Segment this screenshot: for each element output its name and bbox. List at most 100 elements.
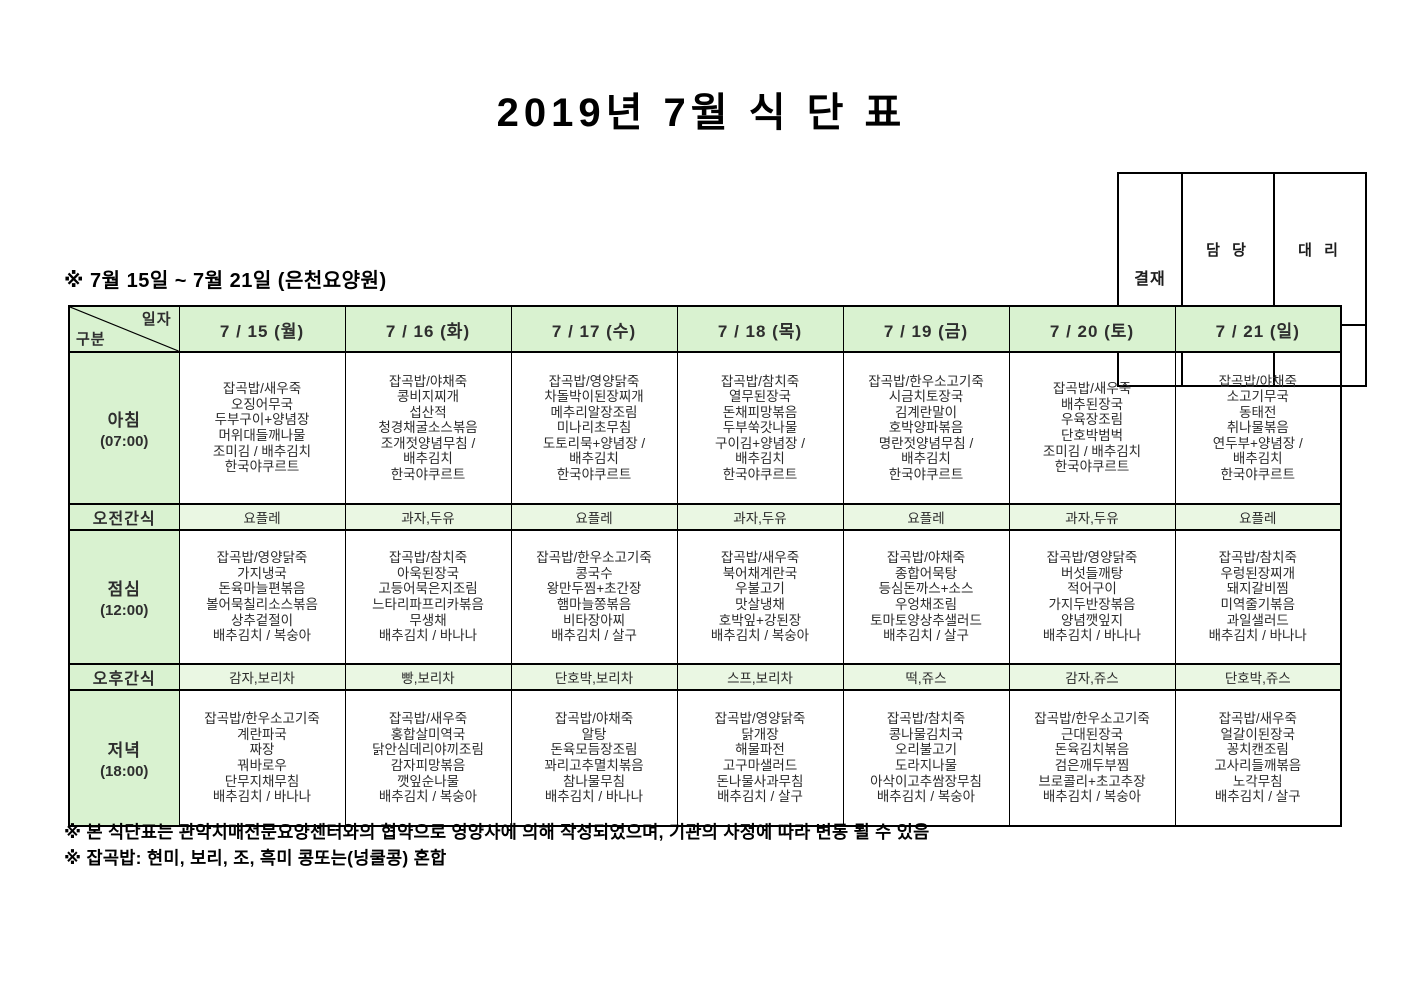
menu-item: 감자피망볶음 <box>390 758 466 773</box>
menu-item: 닭안심데리야끼조림 <box>372 742 484 758</box>
row-label-time: (07:00) <box>100 433 149 450</box>
menu-body: 아침 (07:00) 잡곡밥/새우죽 오징어무국 두부구이+양념장 머위대들깨나물 조미김 … <box>68 351 1342 827</box>
snack-cell: 단호박,보리차 <box>510 663 678 691</box>
menu-item: 가지냉국 <box>237 565 287 581</box>
page-title: 2019년 7월 식 단 표 <box>496 91 907 135</box>
menu-item: 잡곡밥/참치죽 <box>388 550 468 566</box>
diagonal-line <box>70 307 179 351</box>
snack-cell: 과자,두유 <box>676 503 844 531</box>
menu-item: 조개젓양념무침 / <box>380 435 476 451</box>
menu-item: 버섯들깨탕 <box>1060 565 1124 581</box>
menu-item: 오징어무국 <box>230 396 294 412</box>
menu-item: 두부구이+양념장 <box>214 412 310 428</box>
menu-item: 얼갈이된장국 <box>1220 726 1296 742</box>
menu-item: 잡곡밥/한우소고기죽 <box>868 373 984 389</box>
meal-cell-content: 잡곡밥/영양닭죽 버섯들깨탕 적어구이 가지두반장볶음 양념깻잎지 배추김치 / 바나나 <box>1010 548 1175 645</box>
meal-cell: 잡곡밥/한우소고기죽 근대된장국 돈육김치볶음 검은깨두부찜 브로콜리+초고추장 배추김치… <box>1008 689 1176 827</box>
menu-item: 우불고기 <box>735 581 785 597</box>
row-label-text: 오전간식 <box>92 511 156 528</box>
menu-item: 한국야쿠르트 <box>224 459 300 475</box>
corner-cell: 일자 구분 <box>68 305 180 353</box>
meal-cell: 잡곡밥/한우소고기죽 콩국수 왕만두찜+초간장 햄마늘쫑볶음 비타장아찌 배추김치 / 살… <box>510 529 678 665</box>
menu-item: 한국야쿠르트 <box>390 466 466 482</box>
meal-cell-content: 잡곡밥/야채죽 콩비지찌개 섭산적 청경채굴소스볶음 조개젓양념무침 / 배추김치 한국야쿠… <box>346 372 511 485</box>
menu-item: 상추겉절이 <box>230 612 294 628</box>
menu-header-row: 일자 구분 7 / 15 (월) 7 / 16 (화) 7 / 17 (수) 7 / … <box>68 305 1342 353</box>
menu-item: 배추김치 / 복숭아 <box>378 789 478 805</box>
meal-row: 점심 (12:00) 잡곡밥/영양닭죽 가지냉국 돈육마늘편볶음 볼어묵칠리소스볶음 상추겉… <box>68 529 1342 665</box>
snack-cell: 감자,쥬스 <box>1008 663 1176 691</box>
menu-item: 잡곡밥/영양닭죽 <box>216 550 308 566</box>
menu-item: 짜장 <box>249 742 275 758</box>
menu-item: 왕만두찜+초간장 <box>546 581 642 597</box>
meal-cell-content: 잡곡밥/참치죽 콩나물김치국 오리불고기 도라지나물 아삭이고추쌈장무침 배추김치 / 복… <box>844 709 1009 806</box>
menu-item: 잡곡밥/참치죽 <box>1218 550 1297 566</box>
meal-cell: 잡곡밥/참치죽 열무된장국 돈채피망볶음 두부쑥갓나물 구이김+양념장 / 배추김치 한국야… <box>676 351 844 505</box>
menu-item: 배추김치 <box>403 451 453 467</box>
meal-cell-content: 잡곡밥/새우죽 배추된장국 우육장조림 단호박범벅 조미김 / 배추김치 한국야쿠르트 <box>1010 379 1175 476</box>
approval-col-damdang: 담 당 <box>1181 172 1275 326</box>
menu-item: 아삭이고추쌈장무침 <box>870 773 982 789</box>
meal-cell: 잡곡밥/야채죽 소고기무국 동태전 취나물볶음 연두부+양념장 / 배추김치 한국야쿠르트 <box>1174 351 1342 505</box>
menu-item: 햄마늘쫑볶음 <box>556 597 632 612</box>
menu-item: 오리불고기 <box>894 742 958 758</box>
meal-cell: 잡곡밥/참치죽 우렁된장찌개 돼지갈비찜 미역줄기볶음 과일샐러드 배추김치 / 바나나 <box>1174 529 1342 665</box>
day-header: 7 / 20 (토) <box>1008 305 1176 353</box>
menu-item: 소고기무국 <box>1226 389 1289 405</box>
menu-item: 시금치토장국 <box>888 389 964 405</box>
meal-cell-content: 잡곡밥/새우죽 얼갈이된장국 꽁치캔조림 고사리들깨볶음 노각무침 배추김치 / 살구 <box>1176 709 1341 806</box>
menu-item: 잡곡밥/참치죽 <box>720 373 800 389</box>
menu-item: 고등어묵은지조림 <box>378 581 478 597</box>
row-label: 아침 (07:00) <box>68 351 180 505</box>
meal-cell-content: 잡곡밥/새우죽 북어채계란국 우불고기 맛살냉채 호박잎+강된장 배추김치 / 복숭아 <box>678 548 843 645</box>
meal-cell: 잡곡밥/영양닭죽 닭개장 해물파전 고구마샐러드 돈나물사과무침 배추김치 / 살구 <box>676 689 844 827</box>
meal-cell: 잡곡밥/영양닭죽 버섯들깨탕 적어구이 가지두반장볶음 양념깻잎지 배추김치 / 바나나 <box>1008 529 1176 665</box>
menu-item: 배추김치 / 바나나 <box>378 628 478 644</box>
row-label: 점심 (12:00) <box>68 529 180 665</box>
menu-item: 머위대들깨나물 <box>218 428 306 443</box>
menu-item: 동태전 <box>1239 404 1277 420</box>
row-label-text: 점심 <box>107 580 141 599</box>
note-line: ※ 본 식단표는 관악치매전문요양센터와의 협약으로 영양사에 의해 작성되었으… <box>64 822 930 842</box>
menu-item: 배추김치 / 살구 <box>717 789 803 805</box>
menu-item: 고사리들깨볶음 <box>1214 758 1302 773</box>
meal-cell-content: 잡곡밥/참치죽 열무된장국 돈채피망볶음 두부쑥갓나물 구이김+양념장 / 배추김치 한국야… <box>678 372 843 485</box>
menu-item: 알탕 <box>581 726 607 742</box>
meal-cell-content: 잡곡밥/새우죽 홍합살미역국 닭안심데리야끼조림 감자피망볶음 깻잎순나물 배추김치 / … <box>346 709 511 806</box>
menu-item: 돈육마늘편볶음 <box>218 581 306 597</box>
menu-item: 무생채 <box>409 612 447 628</box>
meal-cell-content: 잡곡밥/영양닭죽 닭개장 해물파전 고구마샐러드 돈나물사과무침 배추김치 / 살구 <box>678 709 843 806</box>
meal-cell: 잡곡밥/한우소고기죽 계란파국 짜장 꿔바로우 단무지채무침 배추김치 / 바나나 <box>178 689 346 827</box>
menu-item: 토마토양상추샐러드 <box>870 612 982 628</box>
menu-item: 계란파국 <box>237 726 287 742</box>
menu-item: 우육장조림 <box>1060 412 1124 428</box>
meal-cell: 잡곡밥/새우죽 홍합살미역국 닭안심데리야끼조림 감자피망볶음 깻잎순나물 배추김치 / … <box>344 689 512 827</box>
menu-item: 배추김치 / 살구 <box>883 628 969 644</box>
menu-item: 등심돈까스+소스 <box>878 581 974 597</box>
menu-item: 돈나물사과무침 <box>716 773 804 789</box>
menu-item: 북어채계란국 <box>722 565 798 581</box>
menu-item: 잡곡밥/새우죽 <box>388 711 468 727</box>
snack-cell: 감자,보리차 <box>178 663 346 691</box>
day-header: 7 / 18 (목) <box>676 305 844 353</box>
meal-cell: 잡곡밥/야채죽 종합어묵탕 등심돈까스+소스 우엉채조림 토마토양상추샐러드 배추김치 /… <box>842 529 1010 665</box>
menu-item: 우렁된장찌개 <box>1220 565 1296 581</box>
day-header: 7 / 21 (일) <box>1174 305 1342 353</box>
meal-cell: 잡곡밥/새우죽 얼갈이된장국 꽁치캔조림 고사리들깨볶음 노각무침 배추김치 / 살구 <box>1174 689 1342 827</box>
snack-cell: 과자,두유 <box>1008 503 1176 531</box>
row-label: 오후간식 <box>68 663 180 691</box>
approval-col-daeri: 대 리 <box>1273 172 1367 326</box>
meal-cell-content: 잡곡밥/한우소고기죽 콩국수 왕만두찜+초간장 햄마늘쫑볶음 비타장아찌 배추김치 / 살… <box>512 548 677 645</box>
week-range-subtitle: ※ 7월 15일 ~ 7월 21일 (은천요양원) <box>64 270 387 292</box>
meal-row: 저녁 (18:00) 잡곡밥/한우소고기죽 계란파국 짜장 꿔바로우 단무지채무침 배추김치 … <box>68 689 1342 827</box>
menu-item: 깻잎순나물 <box>396 773 460 789</box>
menu-item: 비타장아찌 <box>562 612 626 628</box>
menu-item: 꽁치캔조림 <box>1226 742 1289 758</box>
menu-item: 잡곡밥/영양닭죽 <box>548 373 640 389</box>
menu-item: 종합어묵탕 <box>894 565 958 581</box>
menu-item: 돼지갈비찜 <box>1226 581 1289 597</box>
menu-item: 배추김치 / 바나나 <box>1042 628 1142 644</box>
menu-item: 두부쑥갓나물 <box>722 420 798 436</box>
snack-row: 오전간식 요플레 과자,두유 요플레 과자,두유 요플레 과자,두유 요플레 <box>68 503 1342 531</box>
meal-cell: 잡곡밥/새우죽 배추된장국 우육장조림 단호박범벅 조미김 / 배추김치 한국야쿠르트 <box>1008 351 1176 505</box>
